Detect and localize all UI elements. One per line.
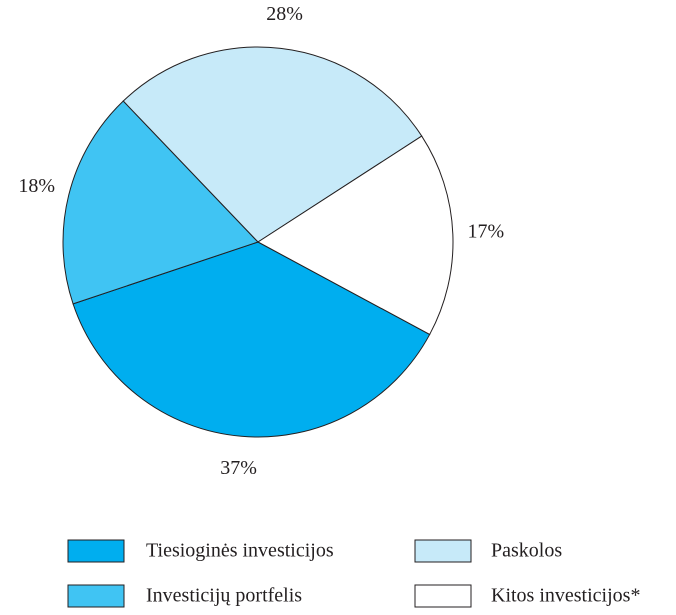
slice-label: 18% bbox=[18, 175, 55, 197]
legend-label: Investicijų portfelis bbox=[146, 585, 302, 607]
pie-slice bbox=[122, 46, 423, 243]
pie-slice bbox=[62, 100, 259, 305]
pie-slice bbox=[72, 241, 431, 438]
legend-label: Paskolos bbox=[491, 540, 562, 562]
legend-label: Tiesioginės investicijos bbox=[146, 540, 334, 562]
slice-label: 28% bbox=[266, 3, 303, 25]
legend-swatch bbox=[67, 539, 125, 563]
slice-label: 17% bbox=[467, 220, 504, 242]
pie-slice bbox=[257, 135, 454, 336]
slice-label: 37% bbox=[220, 457, 257, 479]
legend-swatch bbox=[414, 584, 472, 608]
legend-swatch bbox=[67, 584, 125, 608]
legend-label: Kitos investicijos* bbox=[491, 585, 640, 607]
legend-swatch bbox=[414, 539, 472, 563]
